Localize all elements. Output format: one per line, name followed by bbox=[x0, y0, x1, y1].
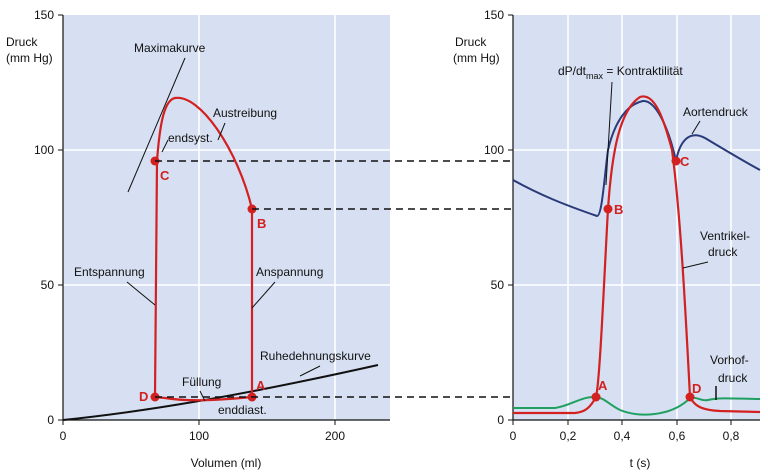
left-xtick-0: 0 bbox=[60, 429, 67, 443]
enddiast-label: enddiast. bbox=[218, 403, 267, 417]
right-point-a bbox=[591, 392, 601, 402]
fuellung-label: Füllung bbox=[182, 375, 221, 389]
maximakurve-label: Maximakurve bbox=[134, 41, 206, 55]
austreibung-label: Austreibung bbox=[213, 106, 277, 120]
right-point-d bbox=[685, 392, 695, 402]
left-xlabel: Volumen (ml) bbox=[191, 456, 262, 470]
left-xtick-200: 200 bbox=[325, 429, 345, 443]
right-panel: 150 100 50 0 0 0,2 0,4 0,6 0,8 Druck (mm… bbox=[453, 8, 761, 470]
right-ylabel-1: Druck bbox=[455, 35, 487, 49]
entspannung-label: Entspannung bbox=[74, 265, 145, 279]
right-label-b: B bbox=[614, 202, 623, 217]
right-point-c bbox=[671, 156, 681, 166]
vorhofdruck-label-1: Vorhof- bbox=[710, 353, 749, 367]
right-xtick-06: 0,6 bbox=[669, 429, 686, 443]
anspannung-label: Anspannung bbox=[256, 265, 323, 279]
left-ytick-150: 150 bbox=[34, 8, 54, 22]
right-ytick-100: 100 bbox=[484, 143, 504, 157]
ventrikeldruck-label-2: druck bbox=[708, 245, 738, 259]
left-ytick-0: 0 bbox=[47, 413, 54, 427]
ventrikeldruck-label-1: Ventrikel- bbox=[700, 229, 750, 243]
ruhedehnungskurve-curve bbox=[62, 364, 379, 421]
right-plot-area bbox=[513, 15, 760, 420]
dpdt-sub: max bbox=[586, 71, 604, 81]
left-ylabel-2: (mm Hg) bbox=[6, 51, 53, 65]
left-panel: 150 100 50 0 0 100 200 Druck (mm Hg) Vol… bbox=[6, 8, 390, 470]
right-xtick-08: 0,8 bbox=[723, 429, 740, 443]
left-ytick-50: 50 bbox=[41, 278, 55, 292]
right-xtick-0: 0 bbox=[510, 429, 517, 443]
aorta-curve bbox=[512, 100, 761, 218]
right-xtick-04: 0,4 bbox=[614, 429, 631, 443]
ruhedehnungskurve-label: Ruhedehnungskurve bbox=[260, 349, 371, 363]
right-point-b bbox=[603, 204, 613, 214]
right-label-d: D bbox=[692, 381, 701, 396]
right-ytick-150: 150 bbox=[484, 8, 504, 22]
right-ytick-0: 0 bbox=[497, 413, 504, 427]
left-xtick-100: 100 bbox=[189, 429, 209, 443]
right-xtick-02: 0,2 bbox=[560, 429, 577, 443]
left-label-b: B bbox=[257, 216, 266, 231]
vorhofdruck-label-2: druck bbox=[718, 371, 748, 385]
left-grid bbox=[63, 15, 390, 420]
dpdt-rest: = Kontraktilität bbox=[603, 64, 683, 78]
left-ytick-100: 100 bbox=[34, 143, 54, 157]
right-label-c: C bbox=[680, 154, 690, 169]
right-xlabel: t (s) bbox=[630, 456, 651, 470]
right-grid bbox=[513, 15, 760, 420]
maximakurve-line bbox=[127, 57, 186, 193]
aortendruck-label: Aortendruck bbox=[683, 105, 749, 119]
left-ylabel-1: Druck bbox=[6, 35, 38, 49]
right-ylabel-2: (mm Hg) bbox=[453, 51, 500, 65]
atrium-curve bbox=[513, 395, 761, 416]
ventricle-curve bbox=[513, 95, 761, 415]
right-ytick-50: 50 bbox=[491, 278, 505, 292]
left-label-a: A bbox=[256, 378, 266, 393]
dpdt-main: dP/dt bbox=[558, 64, 587, 78]
left-label-c: C bbox=[160, 168, 170, 183]
dpdt-label: dP/dtmax = Kontraktilität bbox=[558, 64, 683, 81]
right-label-a: A bbox=[598, 378, 608, 393]
endsyst-label: endsyst. bbox=[168, 131, 213, 145]
left-label-d: D bbox=[139, 389, 148, 404]
